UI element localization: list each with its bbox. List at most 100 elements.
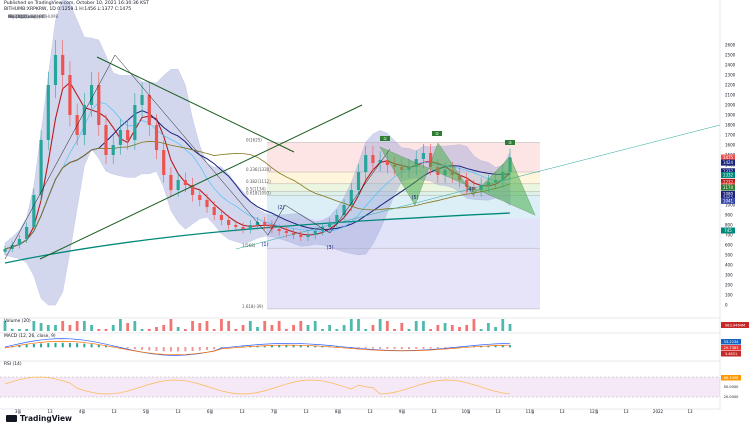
volume-bar [249,321,252,331]
macd-histogram-bar [148,347,150,350]
volume-bar [292,325,295,331]
macd-histogram-bar [62,343,64,347]
volume-bar [487,323,490,331]
price-label: 1332 [723,173,734,178]
candle-body [314,231,317,235]
fib-label: 1.618(-39) [242,304,264,309]
volume-bar [271,325,274,331]
x-tick-label: 2022 [653,409,664,414]
volume-bar [364,329,367,331]
volume-bar [278,321,281,331]
volume-bar [343,325,346,331]
volume-bar [170,319,173,331]
volume-bar [162,325,165,331]
indicator-item[interactable]: MA (20, close, 0) [8,14,43,20]
candle-body [278,229,281,231]
candle-body [249,225,252,229]
volume-bar [473,319,476,331]
y-tick-label: 2600 [725,43,736,48]
symbol-line: BITHUMB:XRPKRW, 1D 0:1259.1 H:1456 L:137… [4,7,131,12]
published-line: Published on TradingView.com, October 10… [4,1,149,6]
candle-body [25,227,28,239]
candle-body [90,85,93,105]
x-tick-label: 13 [431,409,437,414]
macd-histogram-bar [365,347,367,348]
volume-bar [436,325,439,331]
volume-bar [242,325,245,331]
volume-bar [400,323,403,331]
volume-bar [314,321,317,331]
price-label: 1424 [723,160,734,165]
candle-body [97,85,100,125]
x-tick-label: 4월 [79,408,86,414]
y-tick-label: 2000 [725,103,736,108]
macd-signal-line [5,341,510,354]
macd-histogram-bar [293,345,295,347]
rsi-pane-label: RSI (14) [4,362,22,367]
macd-histogram-bar [55,343,57,347]
candle-body [220,215,223,220]
y-tick-label: 1800 [725,123,736,128]
volume-bar [328,325,331,331]
macd-histogram-bar [91,344,93,347]
macd-histogram-bar [372,347,374,349]
macd-histogram-bar [437,347,439,348]
macd-histogram-bar [141,347,143,350]
volume-bar [61,321,64,331]
candle-body [177,180,180,190]
candle-body [285,231,288,233]
volume-bar [321,329,324,331]
y-tick-label: 1900 [725,113,736,118]
candle-body [162,150,165,175]
volume-bar [299,321,302,331]
x-tick-label: 7월 [271,408,278,414]
macd-histogram-bar [430,347,432,349]
macd-histogram-bar [163,347,165,351]
x-tick-label: 8월 [335,408,342,414]
volume-bar [494,327,497,331]
candle-body [234,225,237,227]
price-label: 1174 [723,185,734,190]
candle-body [39,140,42,195]
macd-histogram-bar [213,347,215,349]
volume-bar [429,329,432,331]
volume-bar [458,327,461,331]
volume-bar [105,329,108,331]
y-tick-label: 1700 [725,133,736,138]
x-tick-label: 13 [495,409,501,414]
volume-bar [393,329,396,331]
candle-body [68,75,71,115]
candle-body [126,130,129,140]
rsi-value-label: 50.0000 [724,385,740,389]
price-label: 745 [724,228,732,233]
candle-body [32,195,35,227]
volume-bar [83,321,86,331]
x-tick-label: 13 [367,409,373,414]
macd-histogram-bar [40,343,42,347]
y-tick-label: 600 [725,243,733,248]
volume-bar [148,329,151,331]
candle-body [227,220,230,225]
volume-bar [40,323,43,331]
candle-body [148,95,151,125]
volume-bar [285,329,288,331]
volume-bar [198,323,201,331]
wave-label: (3) [326,245,333,251]
macd-histogram-bar [386,347,388,349]
volume-bar [451,325,454,331]
tradingview-logo[interactable]: TradingView [6,414,72,423]
macd-histogram-bar [444,347,446,348]
fib-label: 0.236(1330) [246,167,271,172]
volume-bar [509,324,512,331]
volume-bar [480,329,483,331]
volume-bar [18,329,21,331]
volume-bar [25,329,28,331]
x-tick-label: 6월 [207,408,214,414]
x-tick-label: 12월 [590,408,599,414]
y-tick-label: 300 [725,273,733,278]
candle-body [306,235,309,237]
x-tick-label: 13 [303,409,309,414]
macd-value-label: 3.4851 [725,352,738,356]
